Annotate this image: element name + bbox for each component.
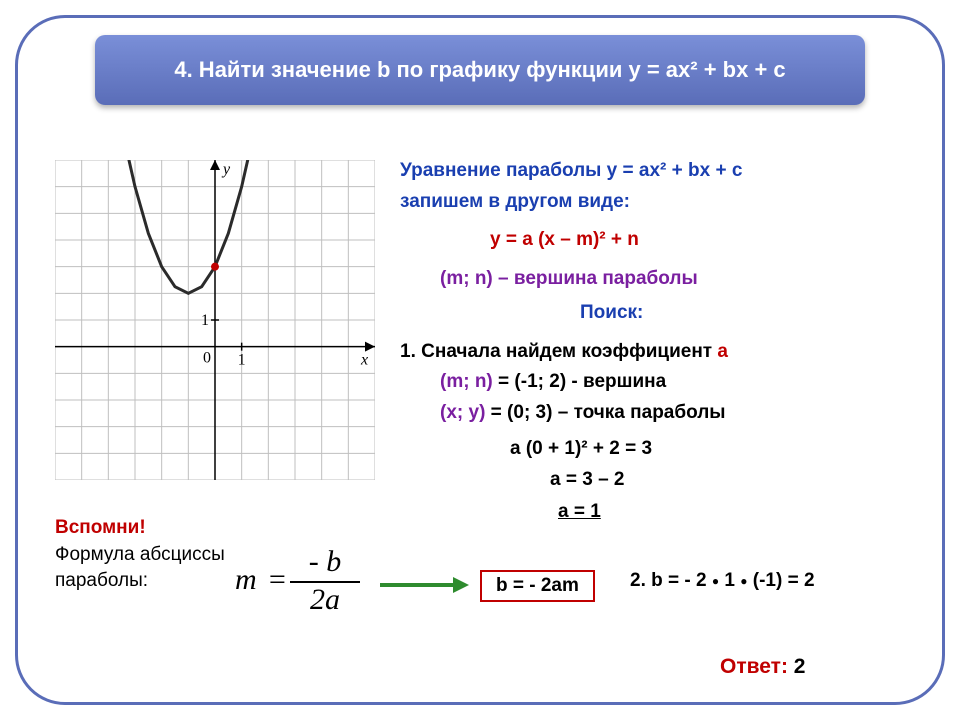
step1-num: 1.	[400, 341, 421, 362]
svg-text:1: 1	[201, 312, 209, 329]
bcalc-1: 2. b	[630, 570, 663, 591]
content-block: Уравнение параболы y = ax² + bx + c запи…	[400, 155, 930, 529]
recall-3: параболы:	[55, 568, 225, 595]
xy-label: (x; y)	[440, 402, 485, 423]
mn-label: (m; n)	[440, 371, 493, 392]
calc-1: a (0 + 1)² + 2 = 3	[510, 435, 930, 464]
eq-intro-1: Уравнение параболы	[400, 160, 607, 181]
boxed-formula: b = - 2am	[480, 570, 595, 602]
b-calc: 2. b = - 2 ● 1 ● (-1) = 2	[630, 570, 815, 592]
formula-m: m	[235, 563, 257, 597]
step1-text: Сначала найдем коэффициент	[421, 341, 717, 362]
vertex-form: y = a (x – m)² + n	[490, 226, 930, 255]
vertex-mn: (m; n)	[440, 268, 493, 289]
dot-1: ●	[712, 574, 719, 588]
formula-den: 2a	[295, 583, 355, 617]
vertex-label-row: (m; n) – вершина параболы	[440, 265, 930, 294]
svg-text:y: y	[221, 161, 231, 178]
title-banner: 4. Найти значение b по графику функции y…	[95, 35, 865, 105]
recall-2: Формула абсциссы	[55, 542, 225, 569]
answer-value: 2	[794, 655, 806, 678]
step1-row: 1. Сначала найдем коэффициент а	[400, 338, 930, 367]
recall-1: Вспомни!	[55, 515, 225, 542]
bcalc-4: (-1) = 2	[747, 570, 814, 591]
arrow-line	[380, 583, 455, 587]
title-text: 4. Найти значение b по графику функции y…	[174, 57, 785, 83]
step1-a: а	[717, 341, 728, 362]
vertex-desc: – вершина параболы	[493, 268, 698, 289]
arrow-icon	[380, 575, 470, 595]
mn-row: (m; n) = (-1; 2) - вершина	[440, 368, 930, 397]
arrow-head	[453, 577, 469, 593]
svg-text:1: 1	[238, 352, 246, 369]
equation-intro: Уравнение параболы y = ax² + bx + c	[400, 157, 930, 186]
calc-3: a = 1	[558, 498, 601, 527]
answer-row: Ответ: 2	[720, 655, 805, 679]
formula-num: - b	[295, 545, 355, 579]
recall-block: Вспомни! Формула абсциссы параболы:	[55, 515, 225, 595]
parabola-chart: 0 1 1 x y	[55, 160, 375, 480]
xy-val: = (0; 3) – точка параболы	[485, 402, 725, 423]
svg-text:0: 0	[203, 350, 211, 367]
formula-eq: =	[267, 563, 287, 597]
eq-formula: y = ax² + bx + c	[607, 160, 743, 181]
calc-2: a = 3 – 2	[550, 466, 930, 495]
formula-abscissa: m = - b 2a	[235, 545, 385, 615]
search-label: Поиск:	[580, 299, 930, 328]
bcalc-3: 1	[719, 570, 740, 591]
answer-label: Ответ:	[720, 655, 794, 678]
svg-text:x: x	[360, 352, 368, 369]
eq-intro-2: запишем в другом виде:	[400, 188, 930, 217]
xy-row: (x; y) = (0; 3) – точка параболы	[440, 399, 930, 428]
bcalc-2: = - 2	[663, 570, 712, 591]
mn-val: = (-1; 2) - вершина	[493, 371, 666, 392]
